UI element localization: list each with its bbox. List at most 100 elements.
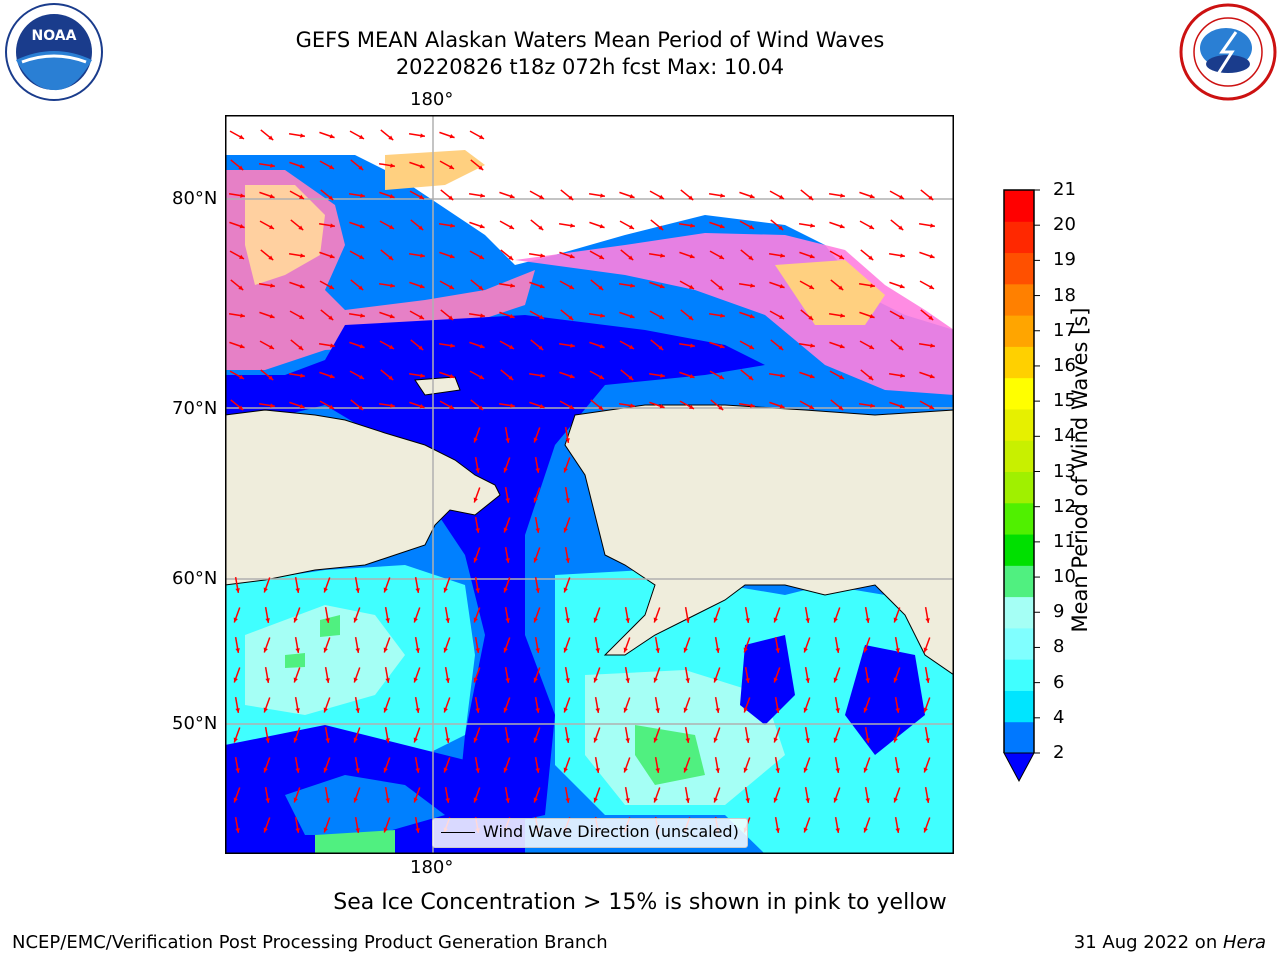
wind-wave-arrow-head — [235, 708, 240, 713]
wind-wave-arrow-head — [868, 375, 874, 381]
wind-wave-arrow-head — [630, 283, 635, 288]
colorbar-tick-label: 21 — [1053, 179, 1076, 200]
wind-wave-arrow-head — [809, 284, 814, 289]
wind-wave-arrow-head — [930, 223, 935, 228]
wind-wave-arrow-head — [900, 373, 905, 378]
wind-wave-arrow-head — [925, 678, 930, 683]
wind-wave-arrow-head — [833, 617, 838, 623]
wind-wave-arrow-head — [299, 164, 305, 169]
wind-wave-arrow-head — [538, 345, 544, 351]
wind-wave-arrow-head — [540, 373, 545, 378]
wind-wave-arrow-head — [325, 678, 330, 683]
colorbar-segment — [1004, 502, 1034, 535]
wind-wave-arrow-head — [233, 677, 238, 683]
wind-wave-arrow-head — [533, 557, 538, 563]
wind-wave-arrow-head — [780, 373, 785, 378]
wind-wave-arrow-head — [330, 343, 335, 348]
wind-wave-arrow-head — [595, 768, 600, 773]
wind-wave-arrow-head — [805, 618, 810, 623]
colorbar-tick-label: 8 — [1053, 636, 1065, 658]
wind-wave-arrow-head — [690, 223, 695, 228]
wind-wave-arrow-head — [565, 618, 570, 623]
wind-wave-arrow-head — [658, 345, 664, 351]
wind-wave-arrow-head — [835, 828, 840, 833]
colorbar-tick-label: 10 — [1053, 566, 1076, 588]
wind-wave-arrow-head — [569, 254, 575, 259]
wind-wave-arrow-head — [568, 315, 574, 321]
wind-wave-arrow-head — [413, 797, 418, 803]
wind-wave-arrow-head — [269, 224, 274, 229]
wind-wave-arrow-head — [539, 404, 545, 409]
wind-wave-arrow-head — [719, 374, 724, 379]
wind-wave-arrow-head — [895, 828, 900, 833]
wind-wave-arrow-head — [505, 438, 510, 443]
wind-wave-arrow-head — [503, 527, 508, 533]
wind-wave-arrow-head — [413, 617, 418, 623]
wind-wave-arrow-head — [720, 313, 725, 318]
colorbar-tick-label: 16 — [1053, 354, 1076, 376]
wind-wave-arrow-head — [473, 677, 478, 683]
wind-wave-arrow-head — [595, 648, 600, 653]
wind-wave-arrow-head — [779, 404, 785, 409]
wind-wave-arrow-head — [893, 797, 898, 803]
wind-wave-arrow-head — [353, 737, 358, 743]
wind-wave-arrow-head — [448, 195, 454, 201]
wind-wave-arrow-head — [653, 617, 658, 623]
wind-wave-arrow-head — [473, 617, 478, 623]
wind-wave-arrow-head — [298, 345, 304, 351]
wind-wave-arrow-head — [653, 797, 658, 803]
wind-wave-arrow-head — [833, 737, 838, 743]
wind-wave-arrow-head — [238, 285, 244, 291]
wind-wave-arrow-head — [718, 285, 724, 291]
wind-wave-arrow-head — [685, 738, 690, 743]
colorbar-tick-label: 14 — [1053, 425, 1076, 447]
wind-wave-arrow-head — [360, 193, 365, 198]
wind-wave-arrow-head — [478, 165, 484, 171]
wind-wave-arrow-head — [533, 437, 538, 443]
wind-wave-arrow-head — [263, 827, 268, 833]
wind-wave-arrow-head — [535, 768, 540, 773]
wind-wave-arrow-head — [809, 374, 815, 379]
wind-wave-arrow-head — [653, 737, 658, 743]
wind-wave-arrow-head — [895, 648, 900, 653]
wind-wave-arrow-head — [835, 708, 840, 713]
wind-wave-arrow-head — [745, 738, 750, 743]
wind-wave-arrow-head — [419, 404, 425, 409]
wind-wave-arrow-head — [240, 313, 245, 318]
wind-wave-arrow-head — [413, 737, 418, 743]
colorbar-tick-label: 17 — [1053, 319, 1076, 341]
legend-line-sample — [441, 832, 475, 833]
wind-wave-arrow-head — [683, 767, 688, 773]
wind-wave-arrow-head — [323, 707, 328, 713]
wind-wave-arrow-head — [383, 587, 388, 593]
wind-wave-arrow-head — [329, 284, 334, 289]
wind-wave-arrow-head — [803, 827, 808, 833]
wind-wave-arrow-head — [443, 587, 448, 593]
wind-wave-arrow-head — [660, 373, 665, 378]
wind-wave-arrow-head — [563, 587, 568, 593]
colorbar-segment — [1004, 252, 1034, 285]
wind-wave-arrow-head — [473, 497, 478, 503]
wind-wave-arrow-head — [653, 677, 658, 683]
wind-wave-arrow-head — [743, 647, 748, 653]
wind-wave-arrow-head — [563, 767, 568, 773]
wind-wave-arrow-head — [265, 618, 270, 623]
wind-wave-arrow-head — [269, 344, 274, 349]
wind-wave-arrow-head — [300, 373, 305, 378]
wind-wave-arrow-head — [923, 827, 928, 833]
wind-wave-arrow-head — [750, 283, 755, 288]
wind-wave-arrow-head — [268, 375, 274, 381]
wind-wave-arrow-head — [775, 648, 780, 653]
wind-wave-arrow-head — [385, 738, 390, 743]
wind-wave-arrow-head — [568, 195, 574, 201]
wave-area-southwest-core — [245, 605, 405, 715]
wind-wave-arrow-head — [415, 588, 420, 593]
wind-wave-arrow-head — [625, 798, 630, 803]
colorbar-segment — [1004, 315, 1034, 347]
wind-wave-arrow-head — [509, 224, 514, 229]
wind-wave-arrow-head — [360, 313, 365, 318]
wind-wave-arrow-head — [533, 797, 538, 803]
wind-wave-arrow-head — [629, 224, 634, 229]
colorbar-tick-label: 19 — [1053, 249, 1076, 271]
wind-wave-arrow-head — [299, 284, 305, 289]
